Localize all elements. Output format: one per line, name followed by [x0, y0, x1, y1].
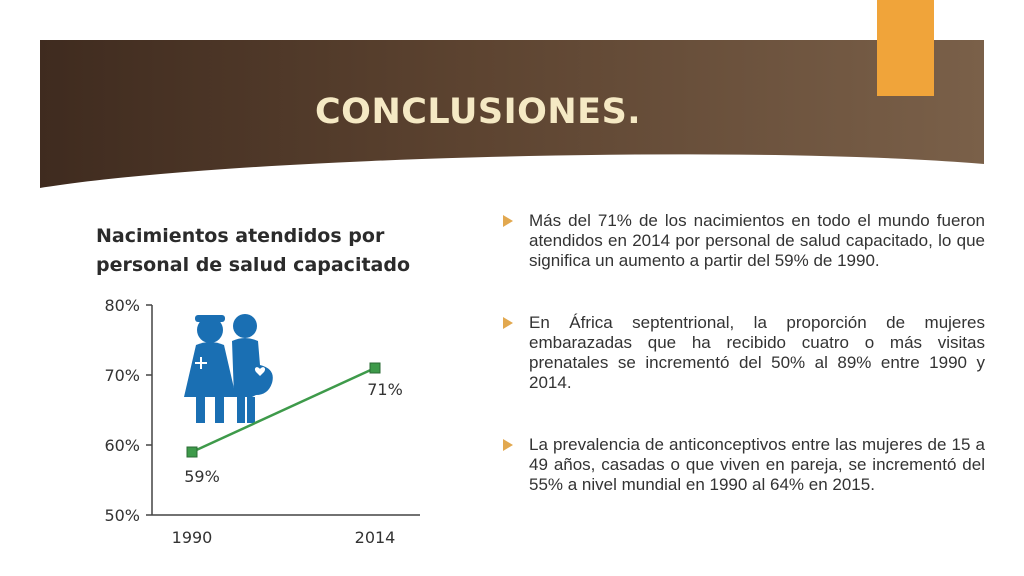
y-tick-label: 80% — [104, 296, 140, 315]
y-tick-label: 50% — [104, 506, 140, 525]
bullet-arrow-icon — [503, 439, 513, 451]
bullet-text: La prevalencia de anticonceptivos entre … — [529, 435, 985, 494]
illustration — [184, 314, 273, 423]
data-labels: 59% 71% — [184, 380, 403, 486]
chart-title-line-2: personal de salud capacitado — [96, 254, 411, 276]
conclusion-list: Más del 71% de los nacimientos en todo e… — [503, 211, 985, 537]
chart-title-line-1: Nacimientos atendidos por — [96, 225, 385, 247]
bullet-item: En África septentrional, la proporción d… — [503, 313, 985, 393]
data-point — [369, 362, 381, 374]
banner-curve — [40, 144, 984, 190]
x-tick-label: 1990 — [172, 528, 213, 547]
line-chart: 80% 70% 60% 50% 1990 2014 59% 71% — [104, 296, 420, 547]
x-tick-labels: 1990 2014 — [172, 528, 396, 547]
title-banner — [40, 40, 984, 190]
y-tick-label: 70% — [104, 366, 140, 385]
data-label: 71% — [367, 380, 403, 399]
data-label: 59% — [184, 467, 220, 486]
slide-title: CONCLUSIONES. — [315, 92, 642, 132]
bullet-text: Más del 71% de los nacimientos en todo e… — [529, 211, 985, 270]
accent-bar — [877, 0, 934, 96]
x-tick-label: 2014 — [355, 528, 396, 547]
chart-title: Nacimientos atendidos por personal de sa… — [96, 222, 410, 280]
series-line — [186, 362, 381, 458]
chart-axes — [151, 305, 420, 516]
women-health-worker-icon — [184, 314, 273, 423]
y-tick-label: 60% — [104, 436, 140, 455]
bullet-item: Más del 71% de los nacimientos en todo e… — [503, 211, 985, 271]
y-tick-labels: 80% 70% 60% 50% — [104, 296, 152, 525]
bullet-arrow-icon — [503, 215, 513, 227]
bullet-text: En África septentrional, la proporción d… — [529, 313, 985, 392]
series-line-path — [191, 366, 376, 454]
bullet-arrow-icon — [503, 317, 513, 329]
data-point — [186, 446, 198, 458]
bullet-item: La prevalencia de anticonceptivos entre … — [503, 435, 985, 495]
